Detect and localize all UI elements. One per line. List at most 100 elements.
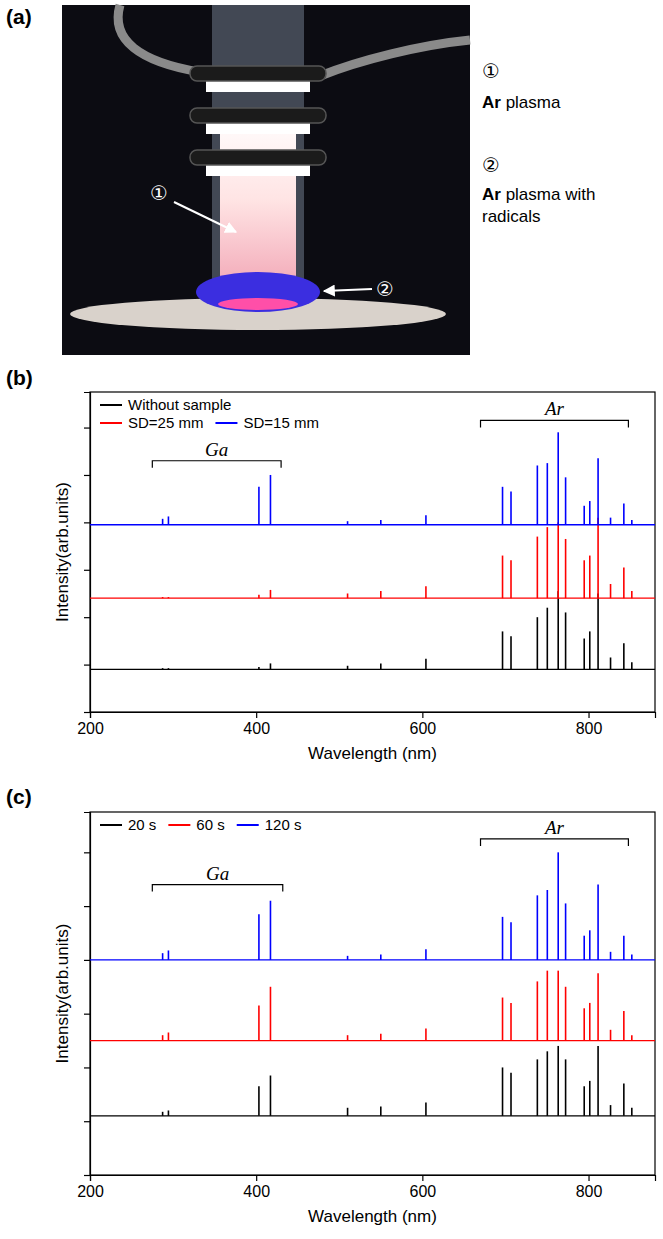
tick-mark xyxy=(84,1067,90,1068)
page: (a)①②①Ar plasma②Ar plasma withradicals(b… xyxy=(0,0,663,1239)
spectral-line xyxy=(168,1032,170,1040)
tick-mark xyxy=(588,1175,589,1181)
spectral-line xyxy=(510,1073,512,1116)
spectral-line xyxy=(347,521,349,525)
spectral-line xyxy=(168,668,170,669)
spectral-line xyxy=(597,458,599,524)
annotation-label: Ga xyxy=(205,439,228,460)
spectral-line xyxy=(270,590,272,598)
spectral-line xyxy=(347,956,349,960)
axis-line xyxy=(84,813,91,1176)
spectral-line xyxy=(168,950,170,959)
tick-label: 200 xyxy=(77,720,104,737)
legend-swatch xyxy=(237,824,259,826)
series xyxy=(90,971,655,1041)
spectral-line xyxy=(270,663,272,669)
plasma-glow xyxy=(220,110,296,290)
legend-swatch xyxy=(215,422,237,424)
tick-mark xyxy=(84,1014,90,1015)
spectral-line xyxy=(347,1108,349,1116)
spectral-line xyxy=(537,617,539,669)
series xyxy=(90,518,655,599)
spectral-line xyxy=(631,955,633,960)
series xyxy=(90,432,655,524)
spectral-line xyxy=(597,973,599,1040)
spectral-line xyxy=(597,518,599,599)
tick-mark xyxy=(84,852,90,853)
spectral-line xyxy=(168,1110,170,1115)
spectral-line xyxy=(162,1035,164,1040)
coil-turn xyxy=(190,150,326,165)
spectral-line xyxy=(565,1059,567,1115)
spectral-line xyxy=(347,666,349,670)
x-axis-title: Wavelength (nm) xyxy=(308,1207,437,1226)
tick xyxy=(84,428,90,429)
legend-label: SD=25 mm xyxy=(128,414,203,431)
legend-item: Without sample xyxy=(100,396,231,413)
tick-mark xyxy=(84,522,90,523)
spectral-line xyxy=(583,639,585,670)
tick: 600 xyxy=(410,712,437,737)
tick xyxy=(84,475,90,476)
tick-mark xyxy=(84,475,90,476)
plot-frame xyxy=(90,392,655,712)
chart-panel: (b)200400600800Wavelength (nm)Intensity(… xyxy=(6,366,656,763)
panel-label: (c) xyxy=(6,785,32,808)
tick-label: 600 xyxy=(410,720,437,737)
spectral-line xyxy=(347,1035,349,1040)
tick: 200 xyxy=(77,1175,104,1200)
panel-label: (a) xyxy=(6,5,32,28)
y-axis xyxy=(84,813,91,1176)
x-axis: 200400600800 xyxy=(77,712,655,737)
coil-turn xyxy=(190,66,326,81)
spectral-line xyxy=(258,667,260,669)
spectral-line xyxy=(610,584,612,598)
tick-mark xyxy=(84,906,90,907)
x-axis: 200400600800 xyxy=(77,1175,655,1200)
legend-item: 120 s xyxy=(237,816,302,833)
spectral-line xyxy=(537,981,539,1040)
spectral-line xyxy=(502,998,504,1041)
spectral-line xyxy=(380,955,382,960)
coil-glow xyxy=(206,81,310,92)
tick xyxy=(84,1067,90,1068)
spectral-line xyxy=(510,1003,512,1041)
photo-background xyxy=(62,5,470,355)
y-axis xyxy=(84,393,91,713)
baseline xyxy=(90,1040,655,1041)
spectral-line xyxy=(258,914,260,960)
legend-label: SD=15 mm xyxy=(243,414,318,431)
tick xyxy=(84,852,90,853)
spectral-line xyxy=(502,631,504,669)
spectral-line xyxy=(597,1046,599,1116)
legend-swatch xyxy=(100,404,122,406)
spectral-line xyxy=(610,952,612,960)
spectral-line xyxy=(589,501,591,525)
spectral-line xyxy=(547,463,549,525)
tick-label: 800 xyxy=(576,1183,603,1200)
spectral-line xyxy=(583,936,585,960)
tick-mark xyxy=(422,712,423,718)
spectral-line xyxy=(557,591,559,669)
legend-label: 20 s xyxy=(128,816,156,833)
spectral-line xyxy=(425,586,427,598)
spectral-line xyxy=(557,432,559,524)
plot-area xyxy=(90,432,655,669)
spectral-line xyxy=(537,537,539,599)
annotation-label: Ar xyxy=(543,817,565,838)
spectral-line xyxy=(631,662,633,669)
spectral-line xyxy=(547,608,549,670)
baseline xyxy=(90,669,655,670)
legend: 20 s60 s120 s xyxy=(100,816,301,833)
spectral-line xyxy=(583,1086,585,1116)
spectral-line xyxy=(510,560,512,598)
legend: Without sampleSD=25 mm SD=15 mm xyxy=(100,396,319,431)
spectral-line xyxy=(583,560,585,598)
spectral-line xyxy=(502,1067,504,1115)
baseline xyxy=(90,598,655,599)
legend-label: Without sample xyxy=(128,396,231,413)
x-axis-title: Wavelength (nm) xyxy=(308,744,437,763)
photo-legend-number: ② xyxy=(482,153,500,177)
spectral-line xyxy=(162,597,164,598)
spectral-line xyxy=(425,515,427,524)
